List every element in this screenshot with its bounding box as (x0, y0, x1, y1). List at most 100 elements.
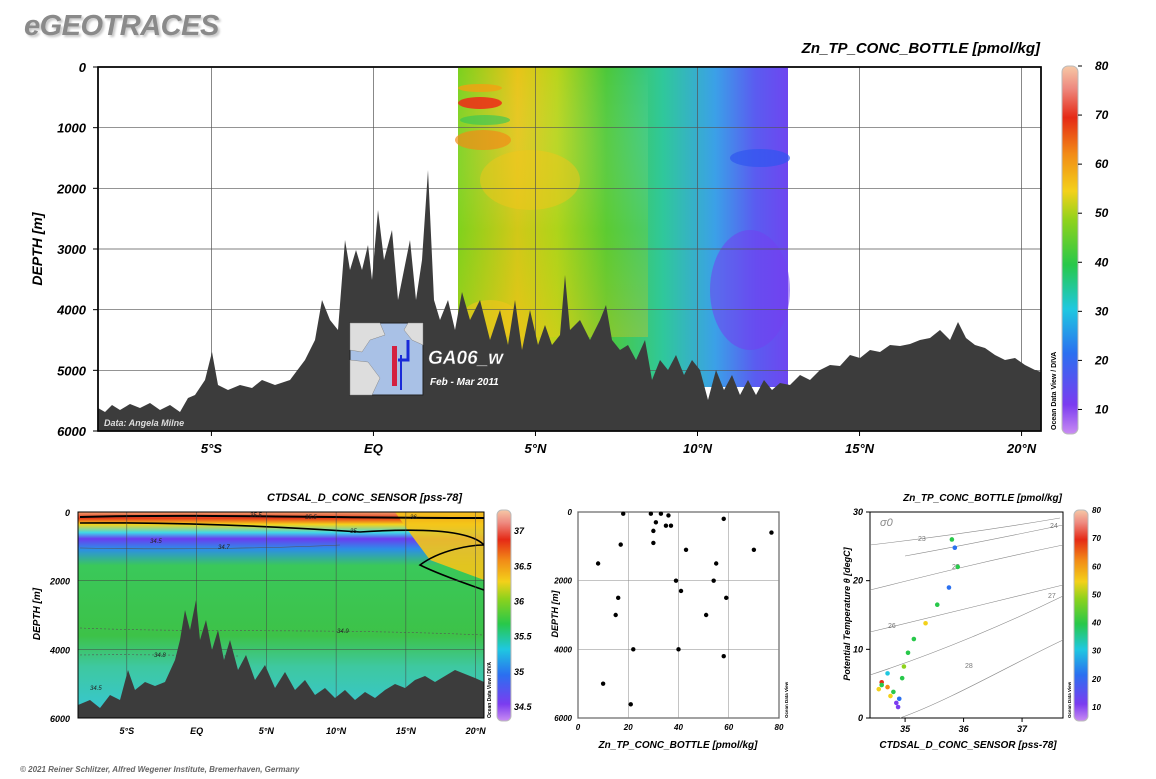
main-y-tick-label: 6000 (57, 424, 87, 439)
main-colorbar-tick-label: 10 (1095, 402, 1109, 416)
inset-map-africa (403, 322, 424, 346)
salinity-x-tick-label: 5°S (120, 726, 135, 736)
main-plot: 0 1000 2000 3000 4000 5000 6000 5°S EQ 5°N 10°N 15… (29, 40, 1109, 456)
ts-y-tick-label: 0 (858, 713, 863, 723)
ts-point (885, 671, 890, 676)
zn-depth-point (651, 528, 656, 534)
zn-depth-point (724, 595, 729, 601)
salinity-colorbar-tick-label: 37 (514, 526, 525, 536)
ts-colorbar-tick-label: 80 (1092, 506, 1101, 515)
ts-point (946, 585, 952, 590)
ts-y-axis-label: Potential Temperature θ [degC] (842, 546, 852, 680)
zn-surface-band (458, 84, 502, 92)
zn-depth-point (631, 647, 636, 652)
zn-depth-y-tick-label: 6000 (554, 714, 572, 723)
zn-depth-y-ticks: 0 2000 4000 6000 (553, 508, 572, 723)
inset-period: Feb - Mar 2011 (430, 377, 499, 388)
main-gridlines (98, 67, 1041, 431)
salinity-colorbar-tick-label: 36 (514, 596, 525, 606)
salinity-colorbar-tick-label: 36.5 (514, 561, 533, 571)
zn-depth-point (721, 654, 726, 659)
zn-depth-point (711, 578, 716, 583)
salinity-y-tick-label: 4000 (49, 645, 70, 655)
salinity-contour-349 (79, 627, 484, 636)
zn-depth-x-axis-label: Zn_TP_CONC_BOTTLE [pmol/kg] (598, 740, 759, 751)
zn-depth-x-tick-label: 80 (775, 723, 784, 732)
salinity-contour-label: 34.7 (218, 545, 230, 551)
zn-mid-band (460, 115, 510, 125)
zn-depth-x-ticks: 0 20 40 60 80 (576, 723, 784, 732)
main-x-tick-label: 5°S (201, 441, 222, 456)
inset-section-name: GA06_w (428, 348, 504, 369)
ts-point (934, 602, 940, 607)
isopycnal-28 (899, 639, 1064, 719)
salinity-contour-35 (79, 522, 484, 591)
main-colorbar-ticks: 10 20 30 40 50 60 70 80 (1078, 59, 1109, 416)
salinity-colorbar-ticks: 34.5 35 35.5 36 36.5 37 (514, 526, 533, 712)
main-x-tick-label: 10°N (683, 441, 713, 456)
isopycnal-24 (904, 524, 1064, 557)
salinity-title: CTDSAL_D_CONC_SENSOR [pss-78] (267, 492, 462, 504)
odv-watermark-main: Ocean Data View / DIVA (1051, 352, 1058, 430)
salinity-x-tick-label: 20°N (465, 726, 487, 736)
main-y-axis-label: DEPTH [m] (29, 211, 45, 285)
zn-depth-gridlines (577, 511, 780, 719)
main-y-tick-label: 4000 (56, 303, 87, 318)
ts-isopycnals (869, 517, 1064, 719)
ts-colorbar-tick-label: 20 (1091, 675, 1101, 684)
ts-colorbar-ticks: 10 20 30 40 50 60 70 80 (1091, 506, 1101, 712)
zn-depth-y-axis-label: DEPTH [m] (550, 589, 560, 637)
ts-isopycnal-label: 26 (888, 623, 896, 630)
ts-point (885, 684, 890, 690)
inset-map: GA06_w Feb - Mar 2011 (349, 322, 504, 396)
main-y-ticks: 0 1000 2000 3000 4000 5000 6000 (56, 60, 98, 439)
zn-depth-point (616, 595, 621, 601)
main-x-tick-label: 20°N (1006, 441, 1037, 456)
ts-x-tick-label: 35 (900, 724, 911, 734)
main-x-ticks: 5°S EQ 5°N 10°N 15°N 20°N (201, 431, 1037, 456)
salinity-y-tick-label: 2000 (49, 577, 70, 587)
zn-depth-x-tick-label: 20 (623, 723, 633, 732)
main-y-tick-label: 5000 (57, 363, 87, 378)
salinity-contour-upper (79, 514, 484, 519)
zn-depth-scatter: 0 2000 4000 6000 0 20 40 60 80 DEPTH [m] Zn_TP_… (550, 508, 789, 751)
ts-point (955, 564, 961, 570)
ts-colorbar (1073, 509, 1089, 722)
ts-point (896, 696, 902, 702)
salinity-colorbar (496, 509, 512, 722)
salinity-x-tick-label: EQ (190, 726, 203, 736)
ts-x-axis-label: CTDSAL_D_CONC_SENSOR [pss-78] (879, 740, 1057, 751)
ts-x-tick-label: 36 (959, 724, 970, 734)
zn-low-band (730, 149, 790, 167)
ts-point (895, 704, 901, 710)
inset-map-land (349, 322, 386, 353)
ts-x-ticks: 35 36 37 (900, 718, 1028, 734)
zn-depth-point (663, 523, 669, 528)
zn-depth-y-tick-label: 4000 (553, 645, 572, 654)
salinity-contour-label: 34.5 (90, 686, 102, 692)
zn-depth-points (595, 511, 774, 707)
main-colorbar-tick-label: 40 (1094, 255, 1109, 269)
ts-point (901, 664, 907, 669)
ts-point (876, 686, 882, 692)
zn-depth-point (678, 588, 684, 594)
ts-colorbar-tick-label: 60 (1092, 562, 1101, 571)
salinity-contour-347 (79, 544, 341, 550)
zn-high-band (480, 150, 580, 210)
zn-depth-x-tick-label: 40 (673, 723, 683, 732)
zn-depth-point (713, 561, 719, 566)
salinity-colorbar-tick-label: 34.5 (514, 702, 533, 712)
zn-depth-point (751, 547, 757, 552)
zn-depth-point (666, 513, 671, 518)
ts-title: Zn_TP_CONC_BOTTLE [pmol/kg] (902, 493, 1063, 504)
odv-watermark-ts: Ocean Data View (1067, 681, 1072, 718)
salinity-y-axis-label: DEPTH [m] (32, 587, 43, 640)
zn-depth-point (648, 511, 654, 516)
ts-y-tick-label: 10 (853, 644, 863, 654)
ts-point (879, 682, 884, 688)
salinity-contour-label: 35 (350, 529, 357, 535)
zn-depth-x-tick-label: 0 (576, 723, 581, 732)
salinity-colorbar-tick-label: 35 (514, 667, 525, 677)
ts-isopycnal-label: 23 (918, 536, 926, 543)
